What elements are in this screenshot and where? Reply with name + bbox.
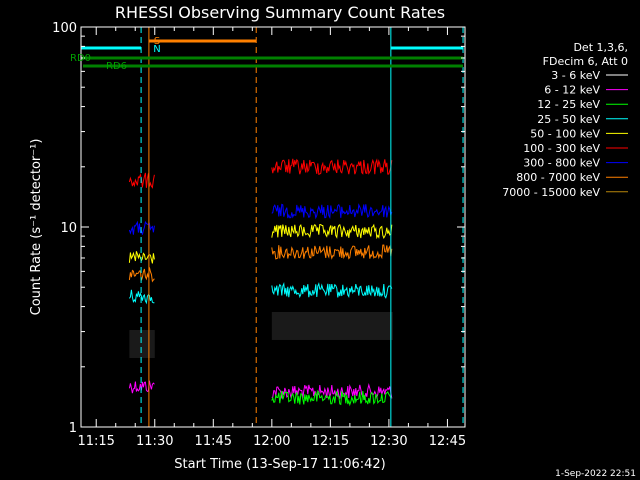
series-2-segment-0 <box>271 389 392 407</box>
legend-label-3: 25 - 50 keV <box>537 113 600 126</box>
x-tick-label-0: 11:15 <box>77 434 114 449</box>
series-1-segment-1 <box>271 382 393 401</box>
x-tick-label-4: 12:15 <box>312 434 349 449</box>
y-tick-label-1: 10 <box>60 221 77 236</box>
series-3-segment-1 <box>271 281 393 299</box>
chart-title: RHESSI Observing Summary Count Rates <box>115 3 445 22</box>
legend-label-8: 7000 - 15000 keV <box>502 186 600 199</box>
series-7-segment-0 <box>128 267 155 283</box>
legend-label-0: 3 - 6 keV <box>551 69 600 82</box>
series-4-segment-1 <box>271 223 393 240</box>
legend-label-2: 12 - 25 keV <box>537 98 600 111</box>
series-3-segment-0 <box>128 289 155 305</box>
footer-date: 1-Sep-2022 22:51 <box>555 469 636 479</box>
x-tick-label-3: 12:00 <box>253 434 290 449</box>
series-0-band-1 <box>271 311 393 340</box>
series-0-band-0 <box>129 330 155 359</box>
x-tick-label-1: 11:30 <box>136 434 173 449</box>
annotation-rd6: RD6 <box>106 61 127 72</box>
axes: 11:15 11:30 11:45 12:00 12:15 12:30 12:45 1 10 10… <box>52 21 466 449</box>
annotation-s: S <box>154 36 160 47</box>
series-7-segment-1 <box>271 244 393 260</box>
annotation-rd0: RD0 <box>70 53 91 64</box>
y-tick-label-0: 1 <box>69 421 77 436</box>
series-1-segment-0 <box>128 380 155 394</box>
y-tick-label-2: 100 <box>52 21 77 36</box>
series-6-segment-0 <box>128 220 155 235</box>
legend-label-7: 800 - 7000 keV <box>516 171 600 184</box>
legend-label-1: 6 - 12 keV <box>544 84 600 97</box>
series-5-segment-0 <box>128 172 155 189</box>
legend: Det 1,3,6, FDecim 6, Att 0 3 - 6 keV 6 - … <box>502 41 628 199</box>
legend-label-4: 50 - 100 keV <box>530 127 600 140</box>
x-tick-label-5: 12:30 <box>370 434 407 449</box>
legend-label-5: 100 - 300 keV <box>523 142 600 155</box>
x-axis-label: Start Time (13-Sep-17 11:06:42) <box>174 457 385 472</box>
y-axis-label: Count Rate (s⁻¹ detector⁻¹) <box>29 139 44 316</box>
series-5-segment-1 <box>271 158 393 176</box>
series-4-segment-0 <box>128 251 155 264</box>
series-6-segment-1 <box>271 203 393 220</box>
annotation-n: N <box>153 44 160 55</box>
x-tick-label-2: 11:45 <box>195 434 232 449</box>
legend-header-line-1: Det 1,3,6, <box>573 41 628 54</box>
legend-header-line-2: FDecim 6, Att 0 <box>543 55 628 68</box>
x-tick-label-6: 12:45 <box>429 434 466 449</box>
legend-label-6: 300 - 800 keV <box>523 157 600 170</box>
